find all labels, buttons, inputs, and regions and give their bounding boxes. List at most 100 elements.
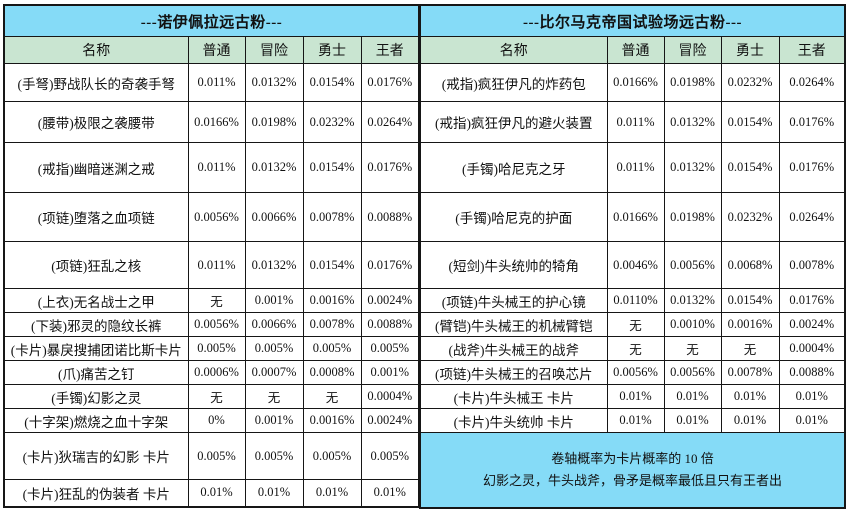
col-header-brave: 勇士 [720,36,780,64]
rate-cell: 0.01% [187,479,246,507]
rate-cell: 0.01% [778,408,846,433]
rate-cell: 0.0056% [663,360,722,385]
rate-cell: 0.0024% [360,408,420,433]
item-name-cell: (手弩)野战队长的奇袭手弩 [3,63,189,102]
rate-cell: 0.0176% [360,241,420,289]
rate-cell: 0.005% [187,336,246,361]
item-name-cell: (腰带)极限之袭腰带 [3,101,189,143]
rate-cell: 0.005% [360,336,420,361]
rate-cell: 0.0232% [302,101,362,143]
rate-cell: 无 [244,384,304,409]
col-header-common: 普通 [187,36,246,64]
col-header-name: 名称 [419,36,608,64]
item-row: (戒指)疯狂伊凡的炸药包 0.0166% 0.0198% 0.0232% 0.0264% [419,63,846,102]
rate-cell: 无 [606,312,665,337]
rate-cell: 0.011% [187,63,246,102]
item-name-cell: (卡片)牛头械王 卡片 [419,384,608,409]
rate-cell: 无 [187,288,246,313]
rate-cell: 0.0056% [187,192,246,242]
rate-cell: 0.001% [244,288,304,313]
rate-cell: 0.01% [720,408,780,433]
item-name-cell: (卡片)狄瑞吉的幻影 卡片 [3,432,189,480]
rate-cell: 0.0078% [302,192,362,242]
probability-note: 卷轴概率为卡片概率的 10 倍 幻影之灵，牛头战斧，骨矛是概率最低且只有王者出 [419,432,846,509]
rate-cell: 0.0046% [606,241,665,289]
item-name-cell: (卡片)狂乱的伪装者 卡片 [3,479,189,507]
rate-cell: 0.0006% [187,360,246,385]
rate-cell: 0.0264% [778,63,846,102]
rate-cell: 0.0176% [778,101,846,143]
rate-cell: 0.0078% [720,360,780,385]
rate-cell: 0.005% [187,432,246,480]
item-row: (项链)狂乱之核 0.011% 0.0132% 0.0154% 0.0176% [3,241,420,289]
rate-cell: 0.0232% [720,63,780,102]
item-name-cell: (项链)狂乱之核 [3,241,189,289]
rate-cell: 0.0176% [360,63,420,102]
left-table-title: ---诺伊佩拉远古粉--- [3,4,420,37]
rate-cell: 无 [663,336,722,361]
rate-cell: 0.0004% [778,336,846,361]
item-row: (手镯)幻影之灵无无无 0.0004% [3,384,420,409]
rate-cell: 0.011% [606,101,665,143]
rate-cell: 0.0024% [360,288,420,313]
item-name-cell: (项链)牛头械王的护心镜 [419,288,608,313]
right-table-biermark: ---比尔马克帝国试验场远古粉--- 名称 普通 冒险 勇士 王者 (戒指)疯狂… [419,4,847,509]
item-row: (项链)堕落之血项链 0.0056% 0.0066% 0.0078% 0.0088% [3,192,420,242]
item-row: (卡片)狂乱的伪装者 卡片 0.01% 0.01% 0.01% 0.01% [3,479,420,507]
item-row: (腰带)极限之袭腰带 0.0166% 0.0198% 0.0232% 0.0264% [3,101,420,143]
item-name-cell: (短剑)牛头统帅的犄角 [419,241,608,289]
rate-cell: 0.0088% [778,360,846,385]
rate-cell: 0.01% [663,384,722,409]
item-row: (上衣)无名战士之甲无 0.001% 0.0016% 0.0024% [3,288,420,313]
rate-cell: 无 [302,384,362,409]
note-line-2: 幻影之灵，牛头战斧，骨矛是概率最低且只有王者出 [483,473,783,488]
rate-cell: 0.01% [606,408,665,433]
rate-cell: 0.0016% [302,408,362,433]
rate-cell: 0.0198% [663,192,722,242]
item-name-cell: (戒指)疯狂伊凡的避火装置 [419,101,608,143]
rate-cell: 0.005% [302,336,362,361]
rate-cell: 0.0154% [720,288,780,313]
col-header-king: 王者 [778,36,846,64]
rate-cell: 无 [606,336,665,361]
item-row: (卡片)狄瑞吉的幻影 卡片 0.005% 0.005% 0.005% 0.005% [3,432,420,480]
item-name-cell: (项链)堕落之血项链 [3,192,189,242]
rate-cell: 0.011% [606,142,665,193]
rate-cell: 0.0132% [244,142,304,193]
item-row: (臂铠)牛头械王的机械臂铠无 0.0010% 0.0016% 0.0024% [419,312,846,337]
item-row: (手镯)哈尼克之牙 0.011% 0.0132% 0.0154% 0.0176% [419,142,846,193]
left-table-title-row: ---诺伊佩拉远古粉--- [3,4,420,37]
rate-cell: 0.0110% [606,288,665,313]
rate-cell: 0.0154% [302,63,362,102]
rate-cell: 0.0056% [606,360,665,385]
item-row: (手镯)哈尼克的护面 0.0166% 0.0198% 0.0232% 0.0264% [419,192,846,242]
rate-cell: 0.0068% [720,241,780,289]
note-line-1: 卷轴概率为卡片概率的 10 倍 [551,451,714,466]
rate-cell: 0.0007% [244,360,304,385]
rate-cell: 0.005% [244,336,304,361]
rate-cell: 0.0166% [187,101,246,143]
item-name-cell: (上衣)无名战士之甲 [3,288,189,313]
item-name-cell: (手镯)幻影之灵 [3,384,189,409]
item-name-cell: (臂铠)牛头械王的机械臂铠 [419,312,608,337]
left-column-header-row: 名称 普通 冒险 勇士 王者 [3,36,420,64]
rate-cell: 0.0066% [244,192,304,242]
rate-cell: 0.0078% [778,241,846,289]
rate-cell: 0.01% [663,408,722,433]
rate-cell: 0.0154% [302,241,362,289]
item-row: (十字架)燃烧之血十字架 0% 0.001% 0.0016% 0.0024% [3,408,420,433]
right-table-title: ---比尔马克帝国试验场远古粉--- [419,4,846,37]
rate-cell: 0.0066% [244,312,304,337]
rate-cell: 0.0232% [720,192,780,242]
rate-cell: 0.011% [187,241,246,289]
rate-cell: 0.0198% [663,63,722,102]
col-header-adven: 冒险 [663,36,722,64]
rate-cell: 0.005% [360,432,420,480]
rate-cell: 无 [720,336,780,361]
item-name-cell: (项链)牛头械王的召唤芯片 [419,360,608,385]
rate-cell: 0.0264% [778,192,846,242]
item-row: (项链)牛头械王的召唤芯片 0.0056% 0.0056% 0.0078% 0.0088… [419,360,846,385]
rate-cell: 0.0154% [720,142,780,193]
rate-cell: 0.0176% [778,142,846,193]
